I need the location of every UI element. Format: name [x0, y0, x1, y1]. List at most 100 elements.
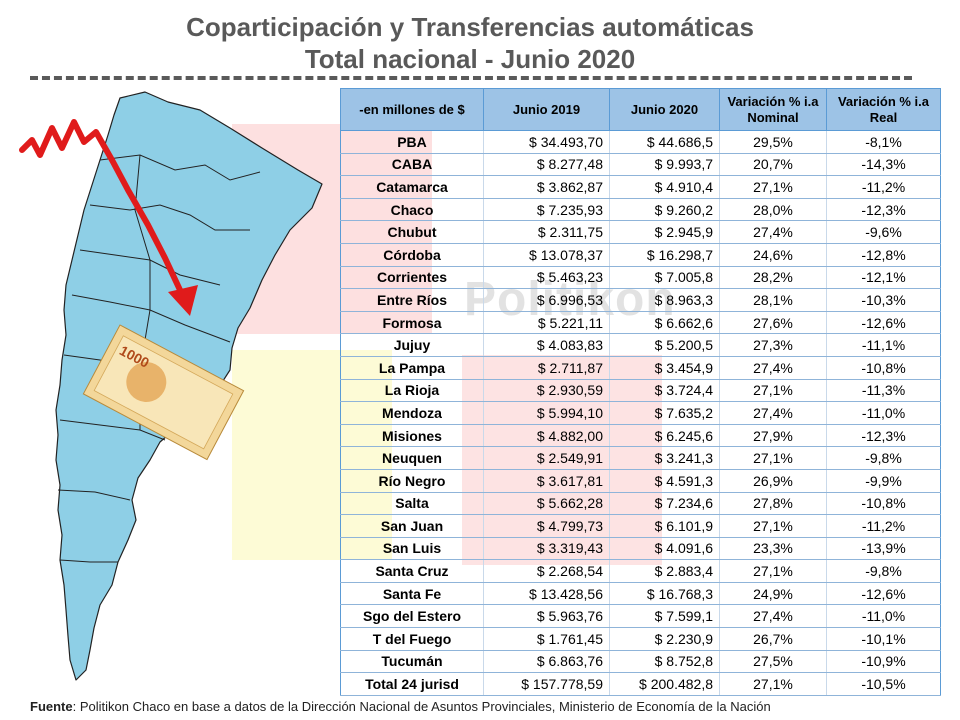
- province-name: Santa Fe: [340, 582, 484, 606]
- table-row: Mendoza $ 5.994,10 $ 7.635,2 27,4% -11,0%: [340, 401, 941, 425]
- table-row: Entre Ríos $ 6.996,53 $ 8.963,3 28,1% -10,3%: [340, 288, 941, 312]
- table-row: Formosa $ 5.221,11 $ 6.662,6 27,6% -12,6%: [340, 311, 941, 335]
- table-row: Jujuy $ 4.083,83 $ 5.200,5 27,3% -11,1%: [340, 333, 941, 357]
- province-name: Santa Cruz: [340, 559, 484, 583]
- variation-real: -12,6%: [826, 582, 941, 606]
- june-2020-value: $ 3.724,4: [609, 379, 720, 403]
- table-row: Santa Cruz $ 2.268,54 $ 2.883,4 27,1% -9,8%: [340, 559, 941, 583]
- table-row: Corrientes $ 5.463,23 $ 7.005,8 28,2% -12,1%: [340, 266, 941, 290]
- variation-real: -9,8%: [826, 446, 941, 470]
- variation-nominal: 27,8%: [719, 492, 827, 516]
- june-2019-value: $ 3.862,87: [483, 175, 610, 199]
- june-2019-value: $ 4.083,83: [483, 333, 610, 357]
- variation-real: -11,2%: [826, 175, 941, 199]
- june-2019-value: $ 13.078,37: [483, 243, 610, 267]
- header-unit: -en millones de $: [340, 88, 484, 131]
- table-row: Chubut $ 2.311,75 $ 2.945,9 27,4% -9,6%: [340, 220, 941, 244]
- table-row: Total 24 jurisd $ 157.778,59 $ 200.482,8 27…: [340, 672, 941, 696]
- june-2019-value: $ 5.463,23: [483, 266, 610, 290]
- variation-nominal: 27,4%: [719, 356, 827, 380]
- transfers-table: -en millones de $ Junio 2019 Junio 2020 …: [340, 88, 941, 696]
- province-name: Tucumán: [340, 650, 484, 674]
- table-row: La Rioja $ 2.930,59 $ 3.724,4 27,1% -11,3%: [340, 379, 941, 403]
- june-2020-value: $ 2.230,9: [609, 627, 720, 651]
- table-row: La Pampa $ 2.711,87 $ 3.454,9 27,4% -10,8%: [340, 356, 941, 380]
- table-row: Chaco $ 7.235,93 $ 9.260,2 28,0% -12,3%: [340, 198, 941, 222]
- june-2019-value: $ 7.235,93: [483, 198, 610, 222]
- variation-real: -10,9%: [826, 650, 941, 674]
- june-2019-value: $ 5.994,10: [483, 401, 610, 425]
- table-row: Río Negro $ 3.617,81 $ 4.591,3 26,9% -9,9%: [340, 469, 941, 493]
- province-border-north: [99, 154, 261, 181]
- variation-nominal: 27,4%: [719, 220, 827, 244]
- june-2020-value: $ 6.101,9: [609, 514, 720, 538]
- june-2020-value: $ 7.234,6: [609, 492, 720, 516]
- header-june-2019: Junio 2019: [483, 88, 610, 131]
- variation-nominal: 20,7%: [719, 153, 827, 177]
- province-name: PBA: [340, 130, 484, 154]
- variation-nominal: 27,6%: [719, 311, 827, 335]
- variation-nominal: 27,1%: [719, 175, 827, 199]
- variation-nominal: 23,3%: [719, 537, 827, 561]
- variation-real: -9,9%: [826, 469, 941, 493]
- table-row: San Luis $ 3.319,43 $ 4.091,6 23,3% -13,9%: [340, 537, 941, 561]
- variation-nominal: 24,9%: [719, 582, 827, 606]
- variation-nominal: 27,1%: [719, 514, 827, 538]
- province-name: Formosa: [340, 311, 484, 335]
- header-variation-real: Variación % i.a Real: [826, 88, 941, 131]
- title-divider: [30, 76, 912, 80]
- june-2019-value: $ 3.617,81: [483, 469, 610, 493]
- june-2019-value: $ 4.799,73: [483, 514, 610, 538]
- variation-real: -8,1%: [826, 130, 941, 154]
- variation-real: -11,3%: [826, 379, 941, 403]
- arrow-head: [168, 285, 198, 316]
- header-variation-nominal: Variación % i.a Nominal: [719, 88, 827, 131]
- province-name: San Juan: [340, 514, 484, 538]
- june-2020-value: $ 5.200,5: [609, 333, 720, 357]
- variation-real: -9,6%: [826, 220, 941, 244]
- variation-nominal: 27,4%: [719, 604, 827, 629]
- table-row: Córdoba $ 13.078,37 $ 16.298,7 24,6% -12,8%: [340, 243, 941, 267]
- june-2020-value: $ 4.091,6: [609, 537, 720, 561]
- variation-real: -9,8%: [826, 559, 941, 583]
- province-name: Misiones: [340, 424, 484, 448]
- province-name: Corrientes: [340, 266, 484, 290]
- variation-real: -11,0%: [826, 401, 941, 425]
- june-2020-value: $ 4.910,4: [609, 175, 720, 199]
- june-2020-value: $ 3.454,9: [609, 356, 720, 380]
- june-2020-value: $ 6.245,6: [609, 424, 720, 448]
- province-name: La Rioja: [340, 379, 484, 403]
- table-row: PBA $ 34.493,70 $ 44.686,5 29,5% -8,1%: [340, 130, 941, 154]
- variation-nominal: 28,2%: [719, 266, 827, 290]
- variation-nominal: 26,7%: [719, 627, 827, 651]
- province-name: Entre Ríos: [340, 288, 484, 312]
- table-row: Tucumán $ 6.863,76 $ 8.752,8 27,5% -10,9%: [340, 650, 941, 674]
- june-2020-value: $ 3.241,3: [609, 446, 720, 470]
- june-2019-value: $ 13.428,56: [483, 582, 610, 606]
- table-row: T del Fuego $ 1.761,45 $ 2.230,9 26,7% -10,1…: [340, 627, 941, 651]
- province-name: Salta: [340, 492, 484, 516]
- june-2019-value: $ 2.268,54: [483, 559, 610, 583]
- variation-nominal: 29,5%: [719, 130, 827, 154]
- province-name: Neuquen: [340, 446, 484, 470]
- page-title: Coparticipación y Transferencias automát…: [186, 12, 754, 42]
- variation-nominal: 27,4%: [719, 401, 827, 425]
- june-2020-value: $ 8.752,8: [609, 650, 720, 674]
- june-2020-value: $ 44.686,5: [609, 130, 720, 154]
- falling-trend-arrow: [19, 119, 183, 293]
- june-2019-value: $ 5.662,28: [483, 492, 610, 516]
- variation-real: -10,1%: [826, 627, 941, 651]
- province-name: Catamarca: [340, 175, 484, 199]
- variation-real: -10,5%: [826, 672, 941, 696]
- june-2020-value: $ 16.298,7: [609, 243, 720, 267]
- province-name: Chubut: [340, 220, 484, 244]
- table-row: Neuquen $ 2.549,91 $ 3.241,3 27,1% -9,8%: [340, 446, 941, 470]
- variation-nominal: 27,9%: [719, 424, 827, 448]
- june-2019-value: $ 5.963,76: [483, 604, 610, 629]
- june-2020-value: $ 200.482,8: [609, 672, 720, 696]
- variation-real: -14,3%: [826, 153, 941, 177]
- province-name: La Pampa: [340, 356, 484, 380]
- variation-real: -12,3%: [826, 424, 941, 448]
- june-2019-value: $ 1.761,45: [483, 627, 610, 651]
- june-2019-value: $ 2.549,91: [483, 446, 610, 470]
